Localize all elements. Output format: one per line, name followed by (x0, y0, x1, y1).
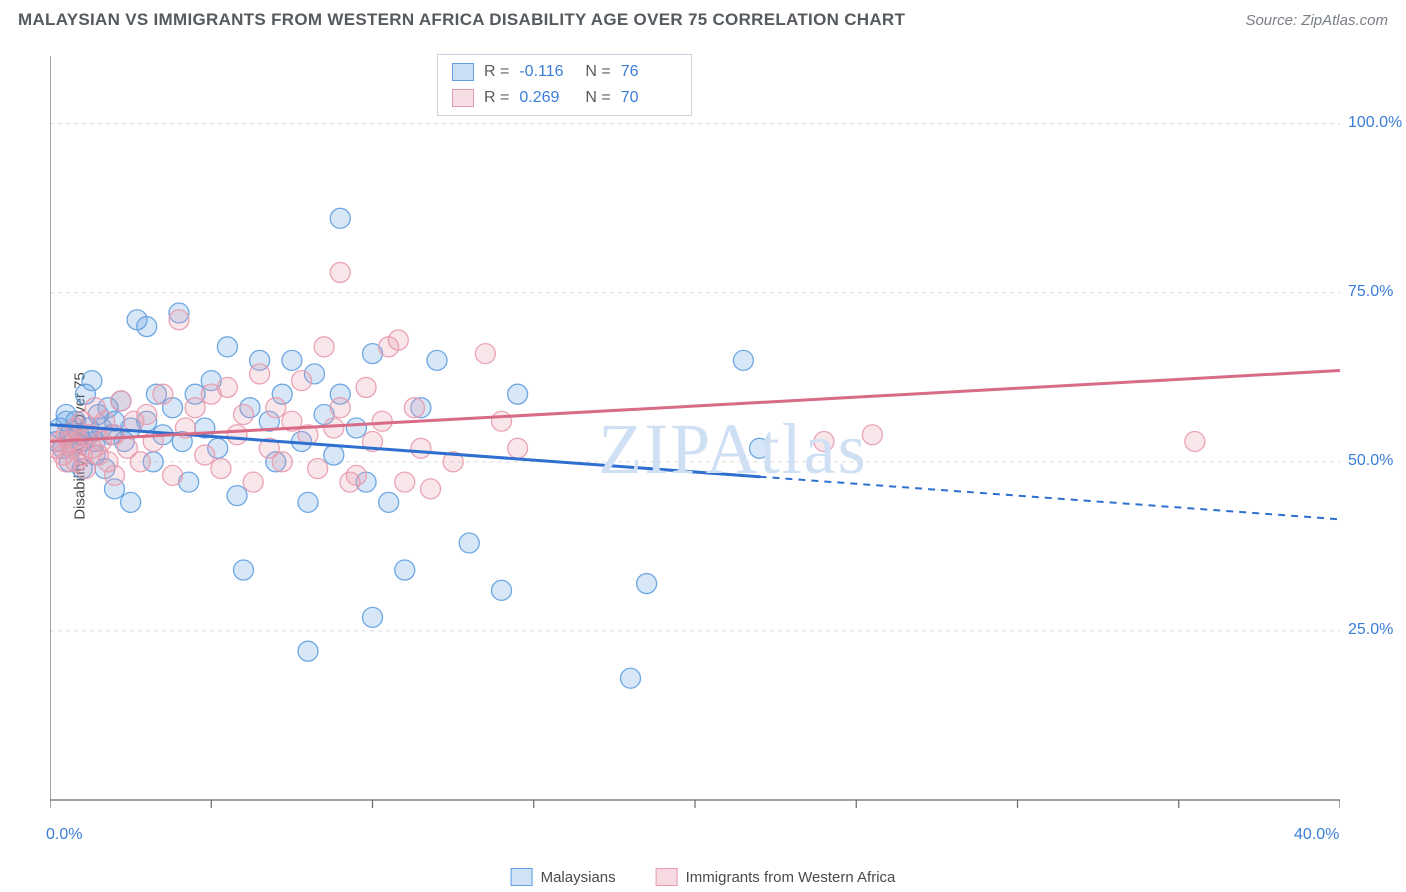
chart-title: MALAYSIAN VS IMMIGRANTS FROM WESTERN AFR… (18, 10, 905, 30)
legend-swatch (656, 868, 678, 886)
legend-swatch (511, 868, 533, 886)
legend-item: Immigrants from Western Africa (656, 868, 896, 886)
legend-item: Malaysians (511, 868, 616, 886)
y-tick-label: 75.0% (1348, 283, 1393, 301)
plot-area (50, 50, 1340, 820)
scatter-svg (50, 50, 1340, 820)
stats-swatch (452, 63, 474, 81)
y-tick-label: 25.0% (1348, 621, 1393, 639)
correlation-stats-box: R =-0.116N =76R =0.269N =70 (437, 54, 692, 116)
series-legend: Malaysians Immigrants from Western Africa (511, 868, 896, 886)
x-axis-max-label: 40.0% (1294, 826, 1339, 844)
stats-swatch (452, 89, 474, 107)
y-tick-label: 50.0% (1348, 452, 1393, 470)
legend-label: Immigrants from Western Africa (686, 869, 896, 886)
y-tick-label: 100.0% (1348, 114, 1402, 132)
stats-row: R =0.269N =70 (452, 85, 677, 111)
legend-label: Malaysians (541, 869, 616, 886)
chart-header: MALAYSIAN VS IMMIGRANTS FROM WESTERN AFR… (0, 0, 1406, 38)
x-axis-min-label: 0.0% (46, 826, 82, 844)
source-label: Source: ZipAtlas.com (1245, 12, 1388, 29)
stats-row: R =-0.116N =76 (452, 59, 677, 85)
